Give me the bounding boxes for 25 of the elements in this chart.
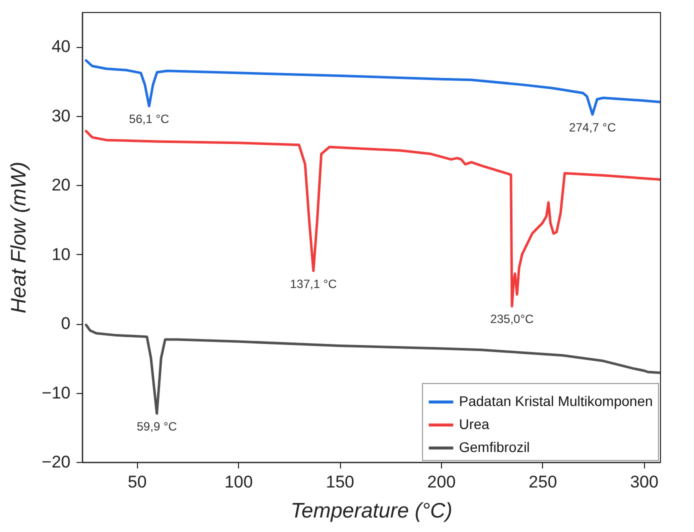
y-axis-title: Heat Flow (mW): [8, 162, 31, 314]
annotation: 56,1 °C: [129, 112, 170, 126]
annotation: 59,9 °C: [136, 420, 178, 434]
y-tick-label: 40: [52, 37, 70, 56]
legend-label: Padatan Kristal Multikomponen: [459, 393, 653, 409]
annotation: 274,7 °C: [569, 120, 616, 134]
x-tick-label: 100: [224, 472, 253, 492]
y-tick-label: 20: [52, 176, 70, 195]
y-tick-label: 10: [52, 244, 70, 264]
line-series: [84, 59, 660, 116]
y-tick-label: 0: [61, 314, 70, 334]
x-tick-label: 200: [427, 472, 456, 492]
x-tick-label: 50: [128, 472, 147, 492]
legend-label: Gemfibrozil: [459, 439, 530, 455]
x-tick-label: 300: [630, 472, 658, 492]
y-tick-label: 30: [52, 106, 70, 126]
x-tick-label: 250: [528, 472, 558, 492]
line-series: [84, 324, 660, 415]
annotation: 235,0°C: [490, 312, 534, 326]
y-tick-label: −20: [42, 452, 70, 472]
legend-label: Urea: [459, 416, 490, 432]
y-tick-label: −10: [42, 383, 70, 402]
x-axis-title: Temperature (°C): [290, 500, 452, 522]
x-tick-label: 150: [326, 472, 354, 492]
annotation: 137,1 °C: [290, 276, 338, 291]
